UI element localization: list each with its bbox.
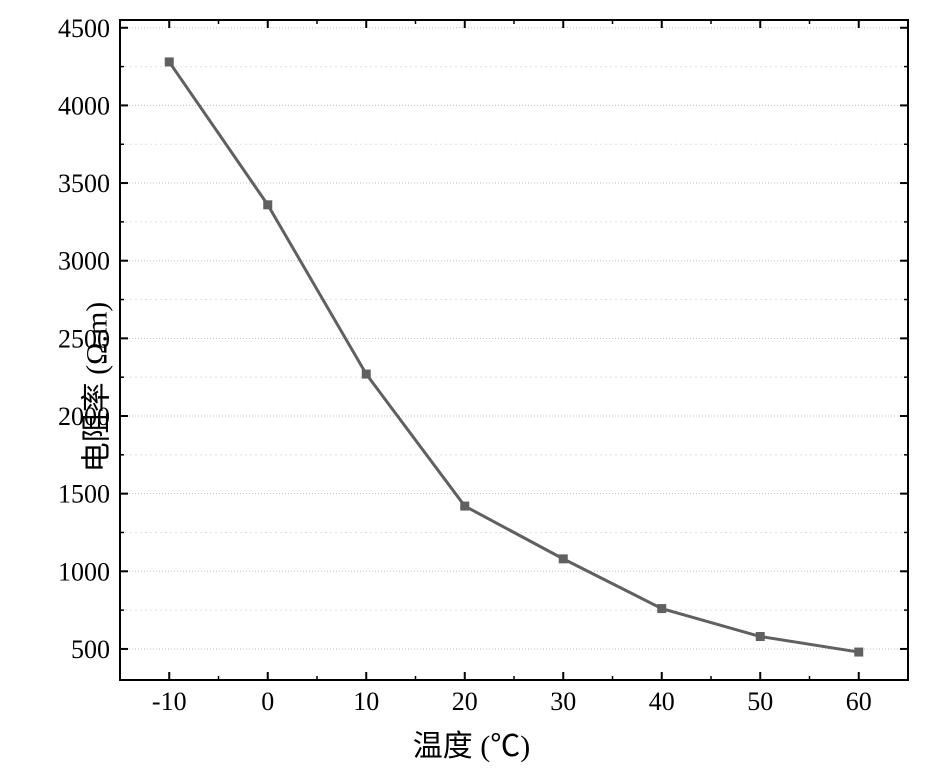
y-tick-label: 1500 xyxy=(58,480,110,509)
x-tick-label: -10 xyxy=(152,687,187,716)
data-line xyxy=(169,62,859,652)
data-marker xyxy=(756,633,764,641)
x-tick-label: 0 xyxy=(261,687,274,716)
x-axis-label: 温度 (℃) xyxy=(413,721,530,765)
x-tick-label: 30 xyxy=(550,687,576,716)
plot-frame xyxy=(120,20,908,680)
y-axis-label: 电阻率 (Ω.m) xyxy=(71,301,115,472)
data-marker xyxy=(658,605,666,613)
y-tick-label: 1000 xyxy=(58,557,110,586)
x-tick-label: 10 xyxy=(353,687,379,716)
y-tick-label: 3500 xyxy=(58,169,110,198)
data-marker xyxy=(461,502,469,510)
data-marker xyxy=(559,555,567,563)
chart-svg: -100102030405060500100015002000250030003… xyxy=(0,0,943,773)
x-tick-label: 60 xyxy=(846,687,872,716)
y-tick-label: 3000 xyxy=(58,247,110,276)
x-tick-label: 20 xyxy=(452,687,478,716)
data-marker xyxy=(264,201,272,209)
chart-container: -100102030405060500100015002000250030003… xyxy=(0,0,943,773)
data-marker xyxy=(855,648,863,656)
x-tick-label: 40 xyxy=(649,687,675,716)
y-tick-label: 500 xyxy=(71,635,110,664)
y-tick-label: 4500 xyxy=(58,14,110,43)
data-marker xyxy=(362,370,370,378)
x-tick-label: 50 xyxy=(747,687,773,716)
y-tick-label: 4000 xyxy=(58,91,110,120)
data-marker xyxy=(165,58,173,66)
